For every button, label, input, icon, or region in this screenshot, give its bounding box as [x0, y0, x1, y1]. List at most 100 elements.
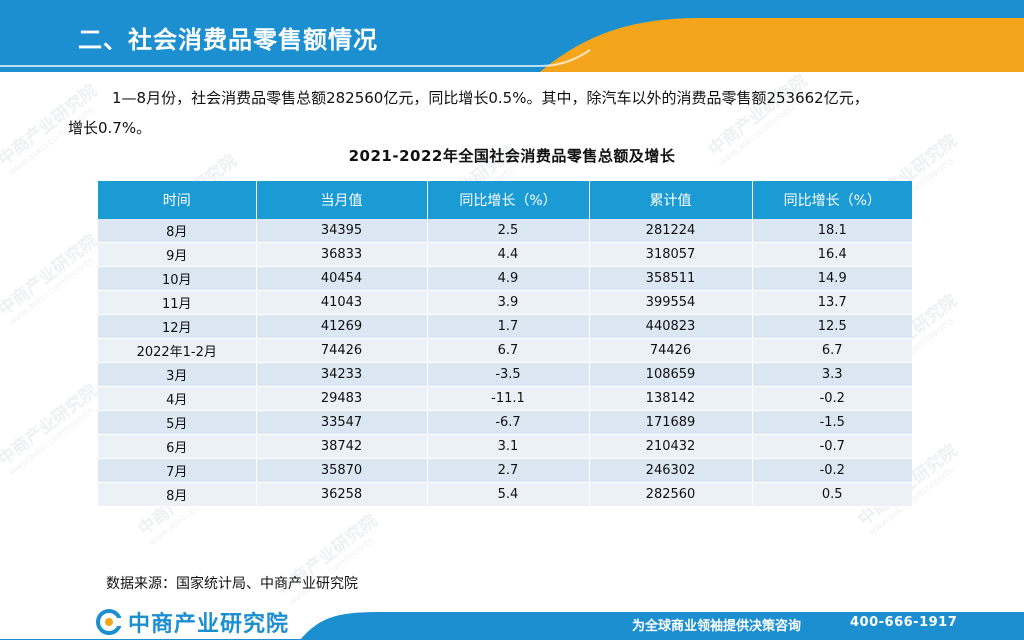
table-row: 6月 38742 3.1 210432 -0.7	[98, 434, 912, 459]
cell-cumulative-growth: 6.7	[752, 338, 912, 363]
cell-monthly-value: 36833	[256, 242, 428, 267]
table-row: 3月 34233 -3.5 108659 3.3	[98, 362, 912, 387]
cell-monthly-value: 29483	[256, 386, 428, 411]
cell-cumulative-value: 138142	[589, 386, 753, 411]
table-title: 2021-2022年全国社会消费品零售总额及增长	[348, 147, 676, 165]
cell-monthly-growth: 4.4	[427, 242, 590, 267]
cell-cumulative-growth: 14.9	[752, 266, 912, 291]
cell-cumulative-growth: 16.4	[752, 242, 912, 267]
cell-monthly-value: 41269	[256, 314, 428, 339]
header-time: 时间	[98, 181, 257, 219]
footer-logo-text: 中商产业研究院	[128, 612, 290, 637]
cell-time: 2022年1-2月	[98, 338, 257, 363]
cell-monthly-growth: -11.1	[427, 386, 590, 411]
header-cumulative-growth: 同比增长（%）	[752, 181, 912, 219]
cell-time: 5月	[98, 410, 257, 435]
cell-monthly-value: 35870	[256, 458, 428, 483]
table-row: 5月 33547 -6.7 171689 -1.5	[98, 410, 912, 435]
cell-cumulative-growth: 0.5	[752, 482, 912, 507]
table-row: 8月 34395 2.5 281224 18.1	[98, 219, 912, 243]
watermark-url: www.askci.com/reports	[287, 535, 376, 608]
cell-monthly-growth: 2.5	[427, 219, 590, 243]
header-cumulative-value: 累计值	[589, 181, 753, 219]
cell-monthly-value: 33547	[256, 410, 428, 435]
table-row: 7月 35870 2.7 246302 -0.2	[98, 458, 912, 483]
cell-monthly-value: 41043	[256, 290, 428, 315]
table-row: 11月 41043 3.9 399554 13.7	[98, 290, 912, 315]
cell-monthly-growth: 5.4	[427, 482, 590, 507]
cell-monthly-value: 34395	[256, 219, 428, 243]
cell-cumulative-value: 282560	[589, 482, 753, 507]
cell-cumulative-growth: -0.2	[752, 386, 912, 411]
cell-time: 11月	[98, 290, 257, 315]
watermark-url: www.askci.com/reports	[7, 255, 96, 328]
table-row: 2022年1-2月 74426 6.7 74426 6.7	[98, 338, 912, 363]
cell-time: 10月	[98, 266, 257, 291]
sales-table: 时间 当月值 同比增长（%） 累计值 同比增长（%） 8月 34395 2.5 281…	[98, 181, 912, 507]
cell-monthly-growth: -6.7	[427, 410, 590, 435]
watermark-name: 中商产业研究院	[0, 231, 102, 321]
cell-time: 6月	[98, 434, 257, 459]
cell-cumulative-growth: -1.5	[752, 410, 912, 435]
cell-time: 12月	[98, 314, 257, 339]
cell-monthly-value: 34233	[256, 362, 428, 387]
cell-cumulative-growth: 13.7	[752, 290, 912, 315]
data-source: 数据来源：国家统计局、中商产业研究院	[106, 576, 358, 592]
watermark-name: 中商产业研究院	[0, 381, 102, 471]
cell-cumulative-growth: 3.3	[752, 362, 912, 387]
cell-time: 8月	[98, 219, 257, 243]
cell-monthly-growth: 2.7	[427, 458, 590, 483]
cell-cumulative-value: 108659	[589, 362, 753, 387]
cell-monthly-growth: -3.5	[427, 362, 590, 387]
cell-monthly-growth: 1.7	[427, 314, 590, 339]
cell-cumulative-growth: 12.5	[752, 314, 912, 339]
cell-cumulative-growth: 18.1	[752, 219, 912, 243]
footer-slogan: 为全球商业领袖提供决策咨询	[632, 619, 802, 634]
cell-cumulative-value: 399554	[589, 290, 753, 315]
cell-cumulative-value: 440823	[589, 314, 753, 339]
cell-monthly-growth: 4.9	[427, 266, 590, 291]
intro-line-1: 1—8月份，社会消费品零售总额282560亿元，同比增长0.5%。其中，除汽车以…	[112, 89, 869, 107]
table-row: 10月 40454 4.9 358511 14.9	[98, 266, 912, 291]
cell-monthly-growth: 6.7	[427, 338, 590, 363]
intro-paragraph: 1—8月份，社会消费品零售总额282560亿元，同比增长0.5%。其中，除汽车以…	[68, 83, 978, 143]
cell-time: 3月	[98, 362, 257, 387]
cell-monthly-growth: 3.9	[427, 290, 590, 315]
table-row: 8月 36258 5.4 282560 0.5	[98, 482, 912, 507]
cell-time: 4月	[98, 386, 257, 411]
watermark-url: www.askci.com/reports	[7, 405, 96, 478]
intro-line-2: 增长0.7%。	[68, 119, 152, 137]
cell-cumulative-value: 210432	[589, 434, 753, 459]
header-monthly-value: 当月值	[256, 181, 428, 219]
footer-bar	[0, 612, 1024, 640]
header-monthly-growth: 同比增长（%）	[427, 181, 590, 219]
table-row: 4月 29483 -11.1 138142 -0.2	[98, 386, 912, 411]
cell-monthly-value: 38742	[256, 434, 428, 459]
cell-monthly-growth: 3.1	[427, 434, 590, 459]
table-body: 8月 34395 2.5 281224 18.1 9月 36833 4.4 318057 16.4…	[98, 219, 912, 507]
cell-cumulative-value: 246302	[589, 458, 753, 483]
footer-phone: 400-666-1917	[850, 615, 958, 630]
cell-monthly-value: 40454	[256, 266, 428, 291]
table-row: 9月 36833 4.4 318057 16.4	[98, 242, 912, 267]
cell-cumulative-growth: -0.7	[752, 434, 912, 459]
cell-cumulative-growth: -0.2	[752, 458, 912, 483]
cell-monthly-value: 74426	[256, 338, 428, 363]
page-title: 二、社会消费品零售额情况	[78, 26, 378, 54]
table-row: 12月 41269 1.7 440823 12.5	[98, 314, 912, 339]
footer-logo: 中商产业研究院	[96, 607, 289, 637]
company-logo-icon	[96, 609, 122, 635]
header-banner: 二、社会消费品零售额情况	[0, 0, 1024, 72]
cell-time: 7月	[98, 458, 257, 483]
cell-time: 8月	[98, 482, 257, 507]
cell-cumulative-value: 74426	[589, 338, 753, 363]
cell-cumulative-value: 281224	[589, 219, 753, 243]
cell-cumulative-value: 318057	[589, 242, 753, 267]
table-header-row: 时间 当月值 同比增长（%） 累计值 同比增长（%）	[98, 181, 912, 219]
cell-time: 9月	[98, 242, 257, 267]
cell-cumulative-value: 171689	[589, 410, 753, 435]
header-banner-shape	[0, 0, 1024, 72]
cell-cumulative-value: 358511	[589, 266, 753, 291]
